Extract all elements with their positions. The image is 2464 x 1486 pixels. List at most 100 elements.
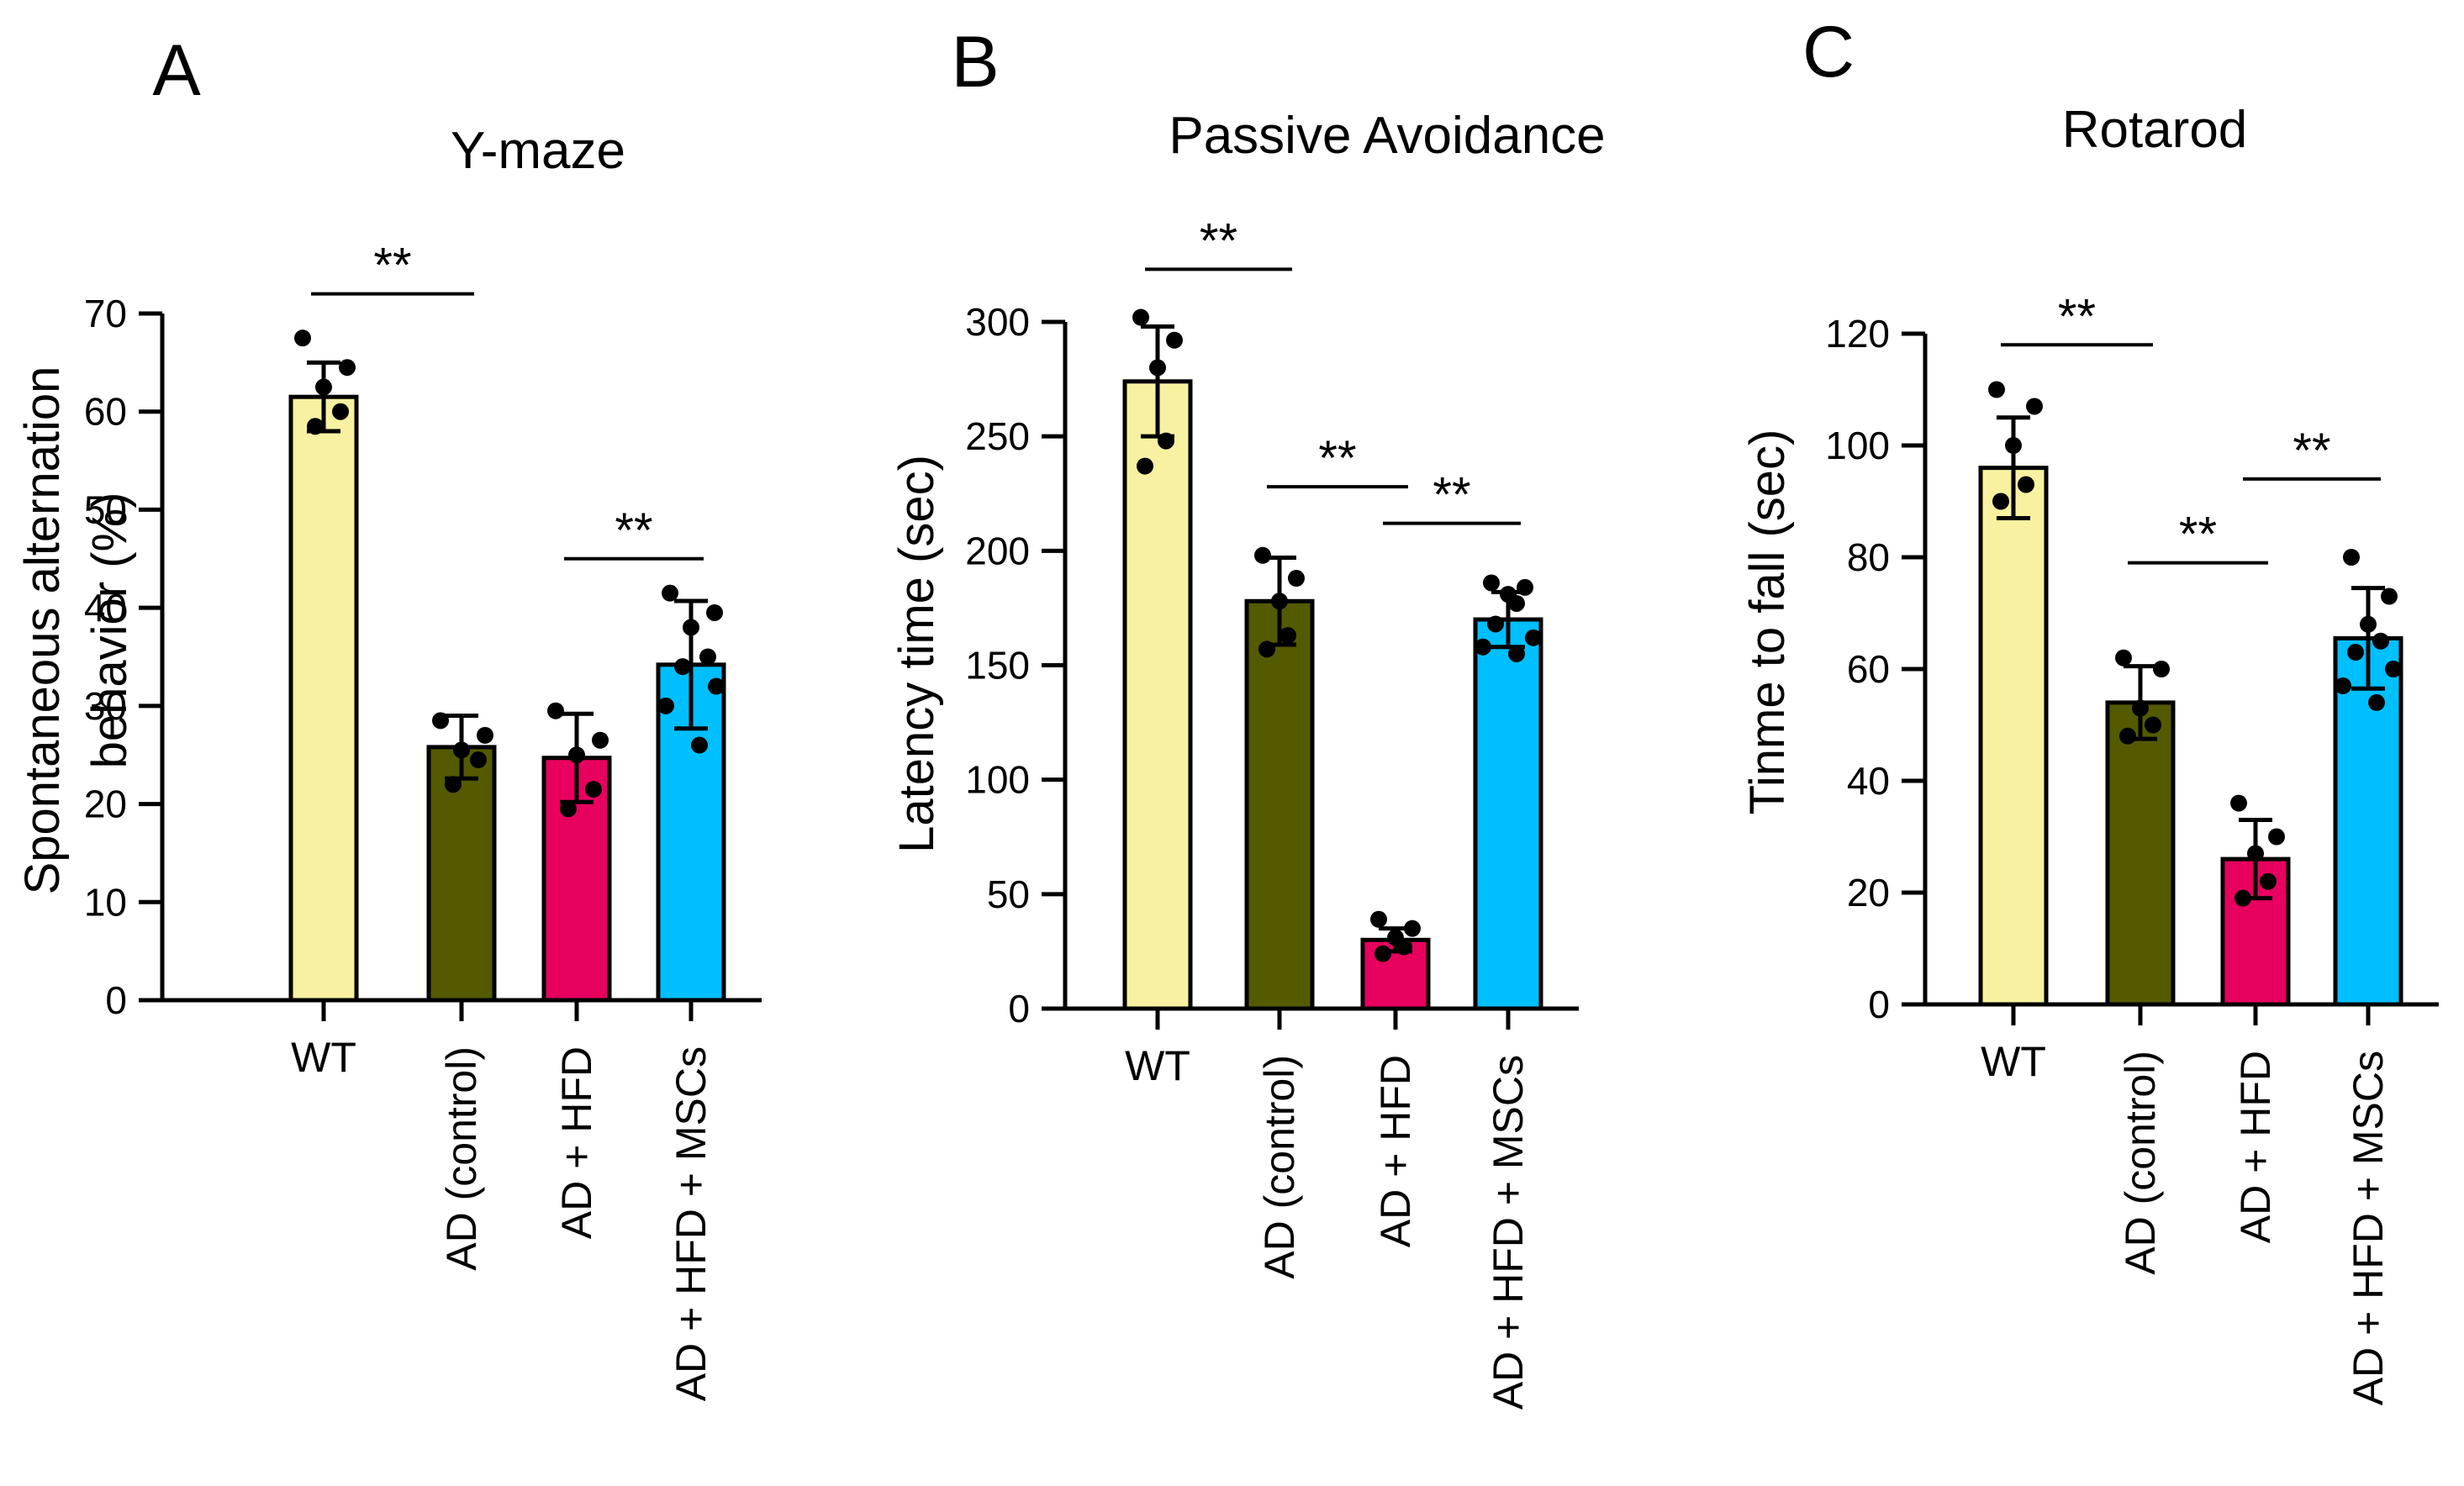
bar [1244,598,1315,1011]
y-tick-label: 70 [84,292,127,335]
y-axis-label: Latency time (sec) [889,455,944,853]
y-tick-label: 50 [987,872,1030,916]
data-point [339,359,356,377]
chart-title: Y-maze [451,122,625,180]
y-tick-label: 0 [1008,987,1030,1030]
data-point [307,418,324,435]
data-point [1132,308,1149,326]
bar [1978,466,2049,1007]
data-point [547,702,564,719]
data-point [1254,546,1271,564]
y-tick-label: 120 [1825,312,1890,356]
data-point [432,712,449,730]
data-point [2005,437,2022,454]
significance-label: ** [2293,424,2330,478]
data-point [2347,644,2364,661]
y-tick-label: 40 [84,586,127,630]
x-tick-label: AD + HFD [553,1046,600,1239]
data-point [2018,476,2034,493]
data-point [2247,845,2264,862]
data-point [2381,588,2398,605]
data-point [1149,359,1166,377]
data-point [2132,699,2149,717]
data-point [699,648,716,666]
panel-b: B Passive Avoidance Latency time (sec) 0 50 1… [889,22,1606,1410]
bar [1473,617,1543,1011]
data-point [585,781,602,798]
data-point [2234,889,2251,907]
data-point [683,619,699,636]
y-tick-label: 20 [84,783,127,826]
y-tick-label: 10 [84,880,127,924]
x-tick-label: AD (control) [438,1046,485,1271]
panel-letter: B [951,22,999,103]
data-point [2385,661,2402,677]
data-point [315,378,332,396]
data-point [1487,615,1504,633]
data-point [662,584,678,602]
data-point [560,800,577,818]
data-point [708,677,725,695]
x-tick-label: WT [1125,1042,1190,1089]
data-point [2145,716,2161,734]
y-tick-label: 40 [1847,759,1890,803]
data-point [1404,920,1421,937]
panel-letter: A [152,30,201,111]
chart-title: Passive Avoidance [1169,107,1605,165]
panel-letter: C [1802,12,1855,92]
y-tick-label: 100 [965,758,1030,802]
data-point [706,603,723,621]
data-point [470,751,487,769]
significance-label: ** [1318,431,1356,486]
significance-label: ** [1200,213,1237,268]
x-tick-label: AD (control) [2117,1051,2164,1275]
y-tick-label: 150 [965,644,1030,688]
y-axis-label: Spontaneous alternation [15,366,70,895]
data-point [657,697,674,714]
data-point [445,776,462,793]
data-point [2368,693,2385,711]
data-point [1166,331,1183,349]
y-tick-label: 200 [965,529,1030,572]
y-axis-label: behavior (%) [82,493,137,769]
data-point [1525,629,1542,646]
data-point [1137,457,1153,475]
data-point [294,329,311,347]
y-tick-label: 300 [965,300,1030,344]
y-tick-label: 250 [965,414,1030,458]
data-point [2026,398,2043,415]
x-tick-label: WT [1981,1038,2046,1085]
y-tick-label: 80 [1847,535,1890,579]
data-point [1258,640,1275,658]
data-point [674,658,691,676]
y-tick-label: 20 [1847,871,1890,914]
significance-label: ** [373,239,411,293]
y-tick-label: 30 [84,684,127,728]
data-point [453,741,470,759]
significance-label: ** [2058,289,2096,344]
data-point [1517,578,1533,596]
data-point [1370,910,1387,928]
data-point [1374,945,1391,962]
data-point [1396,938,1412,956]
bar [2105,700,2176,1007]
data-point [1288,570,1305,588]
chart-title: Rotarod [2062,101,2248,159]
x-tick-label: AD + HFD + MSCs [2345,1051,2392,1405]
data-point [477,726,493,744]
data-point [2335,677,2351,694]
data-point [1508,594,1525,612]
panel-a: A Y-maze Spontaneous alternation behavior (… [15,30,762,1401]
data-point [1475,638,1491,656]
x-tick-label: AD + HFD + MSCs [667,1046,715,1401]
data-point [1483,574,1500,592]
significance-label: ** [1432,468,1470,523]
data-point [1988,381,2005,398]
panel-c: C Rotarod Tinme to fall (sec) 0 20 40 60 80 100 1… [1740,12,2439,1405]
bar [288,394,359,1003]
bar [426,745,497,1003]
x-tick-label: AD + HFD [1372,1055,1419,1247]
data-point [2268,828,2285,846]
